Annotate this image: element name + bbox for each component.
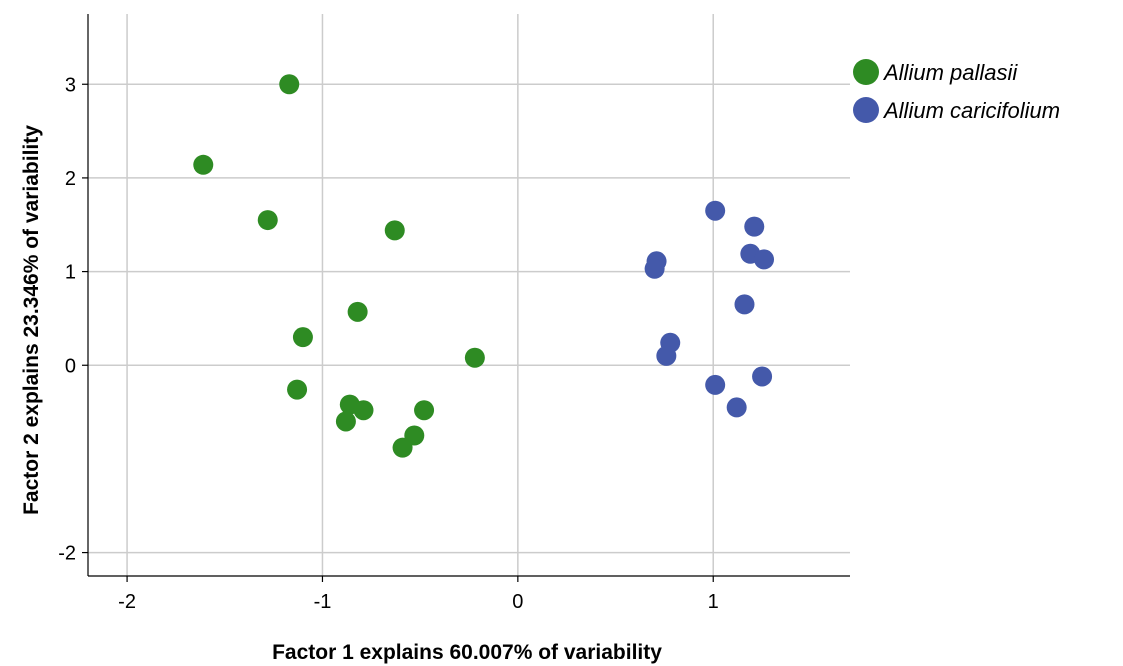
x-tick-label: -1 [314, 591, 332, 613]
gridlines [88, 14, 850, 576]
y-axis-label: Factor 2 explains 23.346% of variability [20, 125, 43, 515]
y-tick-label: 3 [65, 74, 76, 96]
legend-marker-allium-pallasii [853, 59, 879, 85]
point-allium-pallasii [292, 327, 313, 348]
y-tick-label: 2 [65, 168, 76, 190]
point-allium-caricifolium [726, 397, 747, 418]
point-allium-caricifolium [644, 258, 665, 279]
point-allium-pallasii [279, 74, 300, 95]
x-axis-label: Factor 1 explains 60.007% of variability [272, 641, 662, 664]
x-tick-label: 1 [708, 591, 719, 613]
point-allium-caricifolium [734, 294, 755, 315]
point-allium-caricifolium [656, 345, 677, 366]
x-tick-labels: -2 -1 0 1 [118, 576, 719, 613]
point-allium-caricifolium [705, 374, 726, 395]
point-allium-caricifolium [744, 216, 765, 237]
point-allium-pallasii [353, 400, 374, 421]
point-allium-pallasii [384, 220, 405, 241]
x-tick-label: 0 [512, 591, 523, 613]
legend-label-allium-pallasii: Allium pallasii [882, 60, 1018, 85]
point-allium-caricifolium [752, 366, 773, 387]
point-allium-pallasii [287, 379, 308, 400]
point-allium-pallasii [414, 400, 435, 421]
point-allium-pallasii [464, 347, 485, 368]
point-allium-pallasii [347, 301, 368, 322]
y-tick-label: -2 [58, 543, 76, 565]
point-allium-pallasii [193, 154, 214, 175]
y-tick-labels: -2 0 1 2 3 [58, 74, 88, 565]
point-allium-caricifolium [705, 200, 726, 221]
axes [87, 14, 850, 577]
legend: Allium pallasii Allium caricifolium [853, 59, 1060, 123]
point-allium-caricifolium [754, 249, 775, 270]
point-allium-pallasii [335, 411, 356, 432]
point-allium-pallasii [257, 210, 278, 231]
legend-label-allium-caricifolium: Allium caricifolium [882, 98, 1060, 123]
y-tick-label: 0 [65, 355, 76, 377]
point-allium-pallasii [392, 437, 413, 458]
legend-marker-allium-caricifolium [853, 97, 879, 123]
y-tick-label: 1 [65, 262, 76, 284]
data-points [193, 74, 775, 458]
x-tick-label: -2 [118, 591, 136, 613]
